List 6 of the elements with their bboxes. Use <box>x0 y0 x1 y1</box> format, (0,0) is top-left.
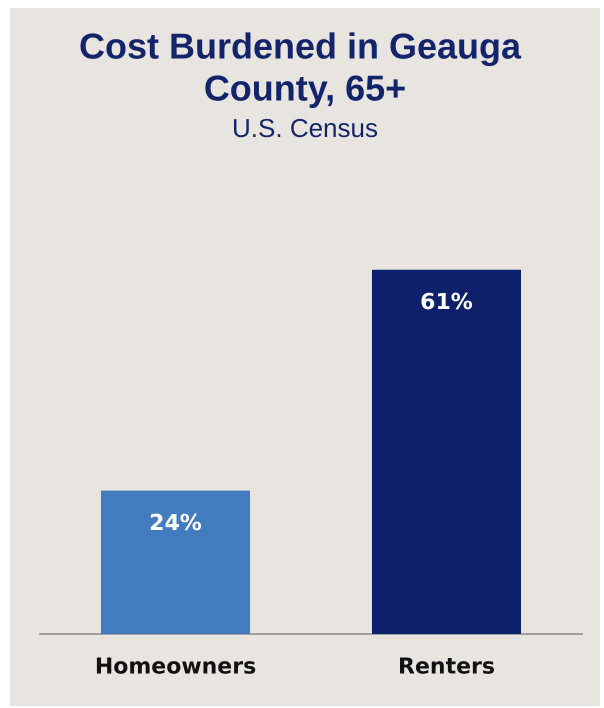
chart-title: Cost Burdened in Geauga County, 65+ <box>78 26 532 108</box>
chart-subtitle: U.S. Census <box>232 113 378 143</box>
x-tick-label: Homeowners <box>94 654 256 680</box>
data-label: 24% <box>149 511 202 536</box>
data-label: 61% <box>420 290 473 316</box>
x-tick-label: Renters <box>398 654 495 680</box>
